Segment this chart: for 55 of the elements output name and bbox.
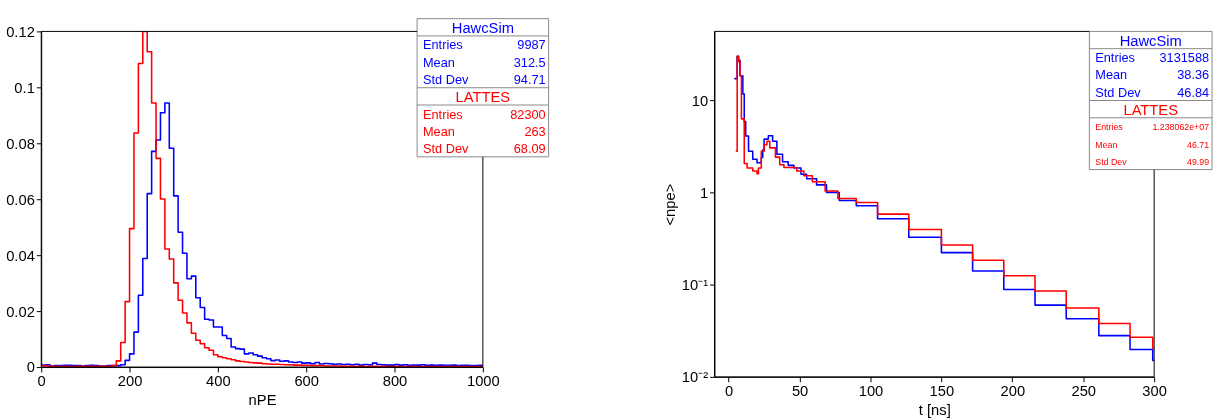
y-tick-label: 1 [699, 184, 709, 201]
annotation: Entries [422, 106, 463, 122]
y-tick-label: 0 [26, 359, 35, 376]
y-tick-label: 0.1 [14, 79, 35, 96]
text: 68.09 [513, 141, 546, 157]
annotation: Std Dev [1095, 84, 1142, 100]
text: 46.71 [1187, 139, 1210, 150]
text: 94.71 [513, 72, 546, 88]
text: LATTES [1123, 102, 1179, 119]
y-tick-label: 0.08 [6, 135, 35, 152]
text: 312.5 [513, 54, 546, 70]
x-tick-label: 100 [858, 383, 884, 400]
text: LATTES [455, 89, 511, 106]
x-axis-title: t [ns] [918, 401, 951, 418]
annotation: Entries [1095, 122, 1124, 133]
y-tick-label: 0.06 [6, 191, 35, 208]
x-tick-label: 250 [1071, 383, 1097, 400]
x-tick-label: 200 [117, 373, 143, 390]
x-tick-label: 800 [382, 373, 408, 390]
x-tick-label: 150 [929, 383, 955, 400]
text: 49.99 [1187, 156, 1210, 167]
y-tick-label: 10⁻² [681, 369, 709, 386]
x-tick-label: 200 [1000, 383, 1026, 400]
annotation: 1.238062e+07 [1152, 122, 1210, 133]
y-tick-label: 10 [691, 92, 709, 109]
text: HawcSim [451, 20, 514, 37]
x-tick-label: 0 [725, 383, 734, 400]
annotation: Mean [1095, 139, 1118, 150]
annotation: Entries [1095, 50, 1135, 66]
annotation: Std Dev [1095, 156, 1128, 167]
x-tick-label: 300 [1142, 383, 1167, 400]
x-tick-label: 0 [37, 373, 46, 390]
text: 38.36 [1177, 67, 1210, 83]
annotation: Mean [422, 54, 455, 70]
y-tick-label: 0.04 [6, 247, 35, 264]
text: 263 [524, 123, 546, 139]
x-tick-label: 1000 [466, 373, 500, 390]
x-axis-title: nPE [248, 391, 277, 408]
annotation: Mean [1095, 67, 1128, 83]
text: 3131588 [1159, 50, 1210, 66]
annotation: Std Dev [422, 141, 469, 157]
y-tick-label: 10⁻¹ [681, 277, 709, 294]
text: 46.84 [1177, 84, 1210, 100]
y-axis-title: <npe> [662, 183, 679, 226]
annotation: Entries [422, 37, 463, 53]
annotation: Mean [422, 123, 455, 139]
text: 9987 [517, 37, 546, 53]
text: 82300 [510, 106, 546, 122]
annotation: Std Dev [422, 72, 469, 88]
x-tick-label: 600 [294, 373, 319, 390]
x-tick-label: 400 [206, 373, 231, 390]
x-tick-label: 50 [791, 383, 809, 400]
y-tick-label: 0.12 [6, 23, 35, 40]
y-tick-label: 0.02 [6, 303, 35, 320]
text: HawcSim [1119, 32, 1182, 49]
